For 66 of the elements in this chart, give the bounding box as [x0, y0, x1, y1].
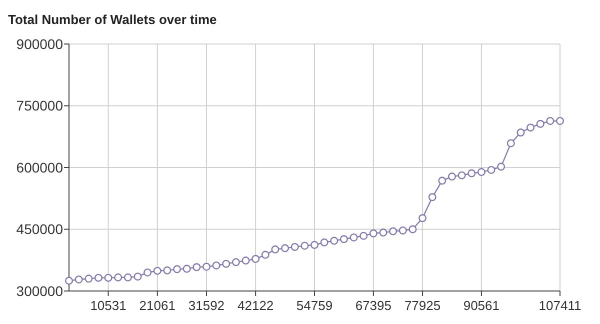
- point: [300, 242, 309, 250]
- point: [350, 233, 358, 242]
- x-tick-label: 107411: [538, 298, 582, 313]
- point: [212, 261, 220, 270]
- point: [340, 235, 348, 244]
- point: [290, 242, 299, 251]
- point: [114, 273, 122, 282]
- point: [506, 139, 515, 148]
- point: [320, 238, 328, 246]
- y-tick-label: 600000: [16, 159, 64, 176]
- point: [468, 169, 476, 178]
- point: [458, 171, 466, 180]
- x-tick-label: 90561: [463, 298, 500, 313]
- point: [144, 268, 152, 276]
- point: [448, 172, 456, 181]
- point: [477, 168, 486, 176]
- point: [153, 266, 162, 275]
- point: [369, 229, 378, 238]
- point: [163, 266, 172, 274]
- point: [389, 227, 398, 236]
- y-tick-label: 450000: [16, 221, 64, 238]
- x-tick-label: 54759: [296, 298, 333, 313]
- point: [252, 254, 260, 263]
- point: [281, 244, 290, 252]
- point: [526, 124, 535, 132]
- point: [497, 162, 506, 171]
- point: [173, 265, 182, 274]
- point: [271, 245, 280, 254]
- point: [536, 120, 544, 128]
- point: [398, 226, 407, 234]
- point: [134, 272, 142, 281]
- x-tick-label: 42122: [238, 298, 274, 313]
- point: [94, 274, 102, 282]
- point: [556, 116, 564, 125]
- y-tick-label: 900000: [16, 36, 64, 52]
- point: [516, 128, 525, 137]
- x-tick-label: 10531: [90, 298, 126, 313]
- point: [379, 228, 388, 237]
- point: [74, 275, 83, 284]
- point: [428, 193, 436, 202]
- x-tick-label: 31592: [188, 298, 225, 313]
- point: [84, 274, 93, 283]
- point: [546, 116, 554, 125]
- point: [418, 214, 427, 222]
- point: [360, 232, 368, 240]
- point: [487, 166, 496, 174]
- chart-title: Total Number of Wallets over time: [8, 12, 217, 27]
- point: [310, 240, 318, 249]
- y-tick-label: 750000: [16, 98, 64, 114]
- point: [124, 273, 132, 282]
- point: [65, 276, 73, 285]
- point: [261, 250, 270, 259]
- point: [222, 260, 230, 268]
- point: [330, 236, 338, 245]
- point: [182, 264, 191, 273]
- x-tick-label: 77925: [404, 298, 441, 313]
- x-tick-label: 67395: [355, 298, 392, 313]
- point: [408, 225, 417, 234]
- y-tick-label: 300000: [16, 282, 64, 299]
- point: [202, 262, 210, 271]
- point: [438, 176, 446, 185]
- point: [232, 258, 240, 266]
- point: [104, 274, 112, 282]
- x-tick-label: 21061: [139, 298, 176, 313]
- point: [192, 263, 201, 272]
- point: [242, 256, 250, 265]
